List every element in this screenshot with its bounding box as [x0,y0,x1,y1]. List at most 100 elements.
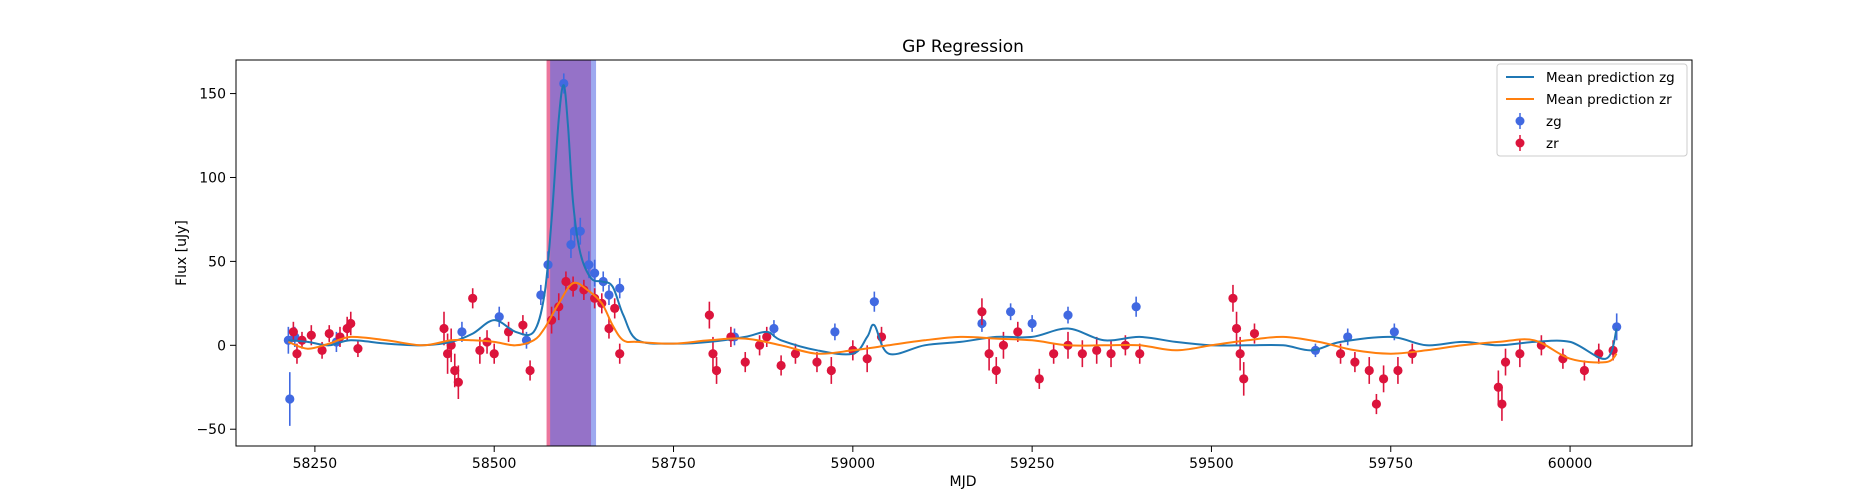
point-zr [561,276,571,287]
point-zr [615,349,625,359]
x-axis: 58250 58500 58750 59000 59250 59500 59750 60000 [293,446,1593,472]
point-zr [1228,293,1238,303]
x-tick-label: 59750 [1368,456,1413,472]
point-zr [790,349,801,359]
point-zr [353,344,363,354]
legend-label-zr: zr [1546,136,1559,152]
point-zr [1515,349,1525,359]
x-tick-label: 59250 [1010,456,1055,472]
point-zg [1389,327,1399,337]
legend-swatch-zg-marker [1515,116,1525,126]
point-zr [826,365,836,376]
point-zr [984,349,994,359]
point-zg [615,283,625,293]
y-tick-label: −50 [196,422,226,438]
point-zr [862,354,872,364]
point-zg [869,297,879,307]
point-zr [977,307,987,317]
point-zr [590,293,600,303]
point-zr [1579,365,1590,376]
legend-swatch-zr-marker [1515,138,1525,148]
point-zr [754,340,765,350]
point-zr [346,318,356,329]
x-tick-label: 58250 [293,456,338,472]
y-tick-label: 150 [199,87,226,103]
point-zg [1027,318,1037,329]
point-zg [830,327,840,337]
point-zg [604,290,614,300]
point-zr [1013,327,1023,337]
point-zr [1034,374,1044,384]
y-axis: −50 0 50 100 150 [196,87,236,438]
point-zg [1063,310,1073,320]
point-zr [1335,349,1346,359]
point-zr [1378,374,1389,384]
point-zr [317,345,327,355]
point-zr [1393,365,1403,376]
point-zr [1249,328,1260,339]
legend-box [1496,63,1688,157]
point-zr [453,377,463,387]
chart-title: GP Regression [902,37,1024,57]
point-zg [1006,307,1016,317]
x-tick-label: 60000 [1548,456,1593,472]
point-zr [776,360,786,371]
point-zr [292,349,302,359]
point-zr [704,310,714,320]
point-zr [288,327,298,337]
point-zg [584,260,594,270]
point-zr [297,335,307,345]
point-zg [575,226,585,236]
legend-label-zg: zg [1546,114,1562,130]
point-zr [1371,399,1382,409]
legend-label-zr-line: Mean prediction zr [1546,92,1672,108]
point-zr [708,349,718,359]
point-zg [559,78,569,89]
legend-label-zg-line: Mean prediction zg [1546,70,1675,86]
point-zr [442,349,453,359]
line-mean-prediction-zr [288,281,1618,364]
point-zg [769,323,779,334]
point-zr [1231,323,1242,334]
x-tick-label: 58500 [472,456,517,472]
point-zr [1350,357,1360,367]
point-zg [566,240,576,250]
point-zr [450,365,460,376]
point-zr [439,323,449,334]
y-tick-label: 50 [208,254,226,270]
point-zr [610,303,620,313]
line-mean-prediction-zg [288,84,1618,360]
point-zr [306,330,316,340]
observation-points [283,73,1622,426]
prediction-lines [288,84,1618,364]
y-tick-label: 0 [217,338,226,354]
point-zr [1106,349,1116,359]
point-zr [1497,399,1507,409]
point-zr [812,357,822,367]
legend: Mean prediction zg Mean prediction zr zg… [1496,63,1688,157]
point-zg [457,327,467,337]
point-zr [579,285,589,295]
point-zr [1049,349,1059,359]
x-tick-label: 58750 [651,456,696,472]
y-tick-label: 100 [199,170,226,186]
point-zr [711,365,722,376]
point-zr [1239,374,1249,384]
point-zg [1612,322,1622,332]
point-zr [1500,357,1511,367]
plot-frame [235,59,1693,447]
point-zr [324,328,334,339]
point-zr [1407,349,1417,359]
x-axis-label: MJD [950,474,977,490]
point-zg [1131,302,1141,312]
point-zr [468,293,478,303]
point-zr [1235,349,1245,359]
point-zr [525,365,535,376]
point-zg [590,268,600,278]
point-zr [489,349,499,359]
point-zr [1092,345,1102,355]
point-zr [740,357,750,367]
point-zr [604,323,614,334]
point-zr [998,340,1009,350]
